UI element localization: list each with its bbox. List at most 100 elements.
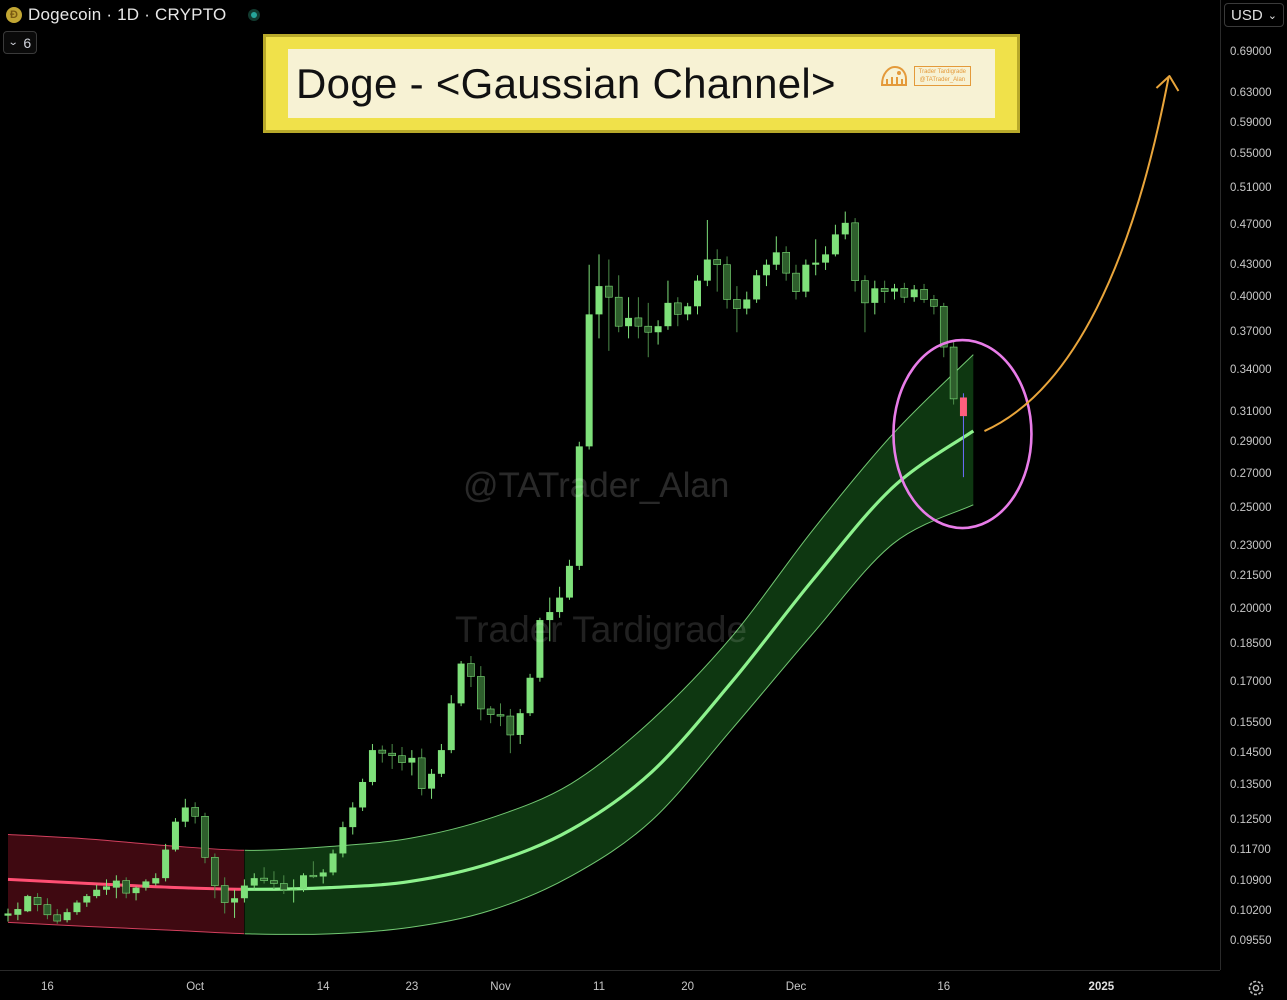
candle-body (723, 264, 731, 300)
settings-gear-icon[interactable] (1246, 978, 1266, 998)
candle-body (417, 757, 426, 789)
price-tick-label: 0.10900 (1230, 875, 1272, 888)
candle-body (851, 222, 859, 281)
candle-body (792, 272, 800, 292)
price-tick-label: 0.15500 (1230, 717, 1272, 730)
price-tick-label: 0.51000 (1230, 182, 1272, 195)
watermark-handle: @TATrader_Alan (463, 466, 730, 505)
candle-body (211, 857, 219, 886)
candle-body (339, 827, 347, 854)
brand-line-1: Trader Tardigrade (918, 69, 966, 75)
candle-body (220, 885, 229, 903)
candle-body (368, 750, 376, 782)
watermark-name: Trader Tardigrade (455, 609, 748, 650)
time-tick-label: Nov (490, 981, 511, 993)
candle-body (349, 807, 357, 828)
price-axis[interactable]: 0.09550 0.10200 0.10900 0.11700 0.12500 0.135… (1220, 0, 1287, 970)
candle-body (575, 446, 583, 566)
candle-body (753, 275, 761, 300)
candle-body (900, 288, 909, 298)
symbol-header: Ð Dogecoin · 1D · CRYPTO (6, 4, 261, 26)
candle-body (684, 306, 692, 315)
price-tick-label: 0.17000 (1230, 675, 1272, 688)
candle-body (260, 877, 268, 881)
candle-body (713, 259, 722, 266)
highlight-ellipse (892, 338, 1033, 530)
candle-body (240, 885, 248, 899)
time-tick-label: 23 (405, 981, 419, 993)
time-axis[interactable]: 16 Oct 14 23 Nov 11 20 Dec 16 2025 (0, 970, 1220, 1000)
price-tick-label: 0.20000 (1230, 602, 1272, 615)
channel-green-segment (244, 354, 975, 935)
banner-title: Doge - <Gaussian Channel> (296, 59, 836, 107)
candle-body (654, 326, 662, 333)
currency-select[interactable]: USD ⌄ (1224, 3, 1284, 27)
candle-body (152, 878, 160, 884)
candle-body (112, 880, 120, 888)
candle-body (122, 880, 130, 894)
price-tick-label: 0.31000 (1230, 405, 1272, 418)
candle-body (83, 896, 91, 903)
price-tick-label: 0.55000 (1230, 148, 1272, 161)
candle-body (33, 897, 42, 905)
candle-body (605, 285, 613, 298)
candle-body (930, 299, 938, 307)
channel-red-lower (7, 921, 245, 935)
candle-body (880, 288, 889, 292)
candle-body (408, 757, 416, 763)
candle-body (171, 821, 179, 850)
candle-body (743, 299, 751, 309)
candle-body (103, 886, 110, 890)
price-tick-label: 0.37000 (1230, 326, 1272, 339)
candle-body (673, 302, 682, 315)
time-tick-label: 14 (316, 981, 330, 993)
candle-body (762, 264, 770, 276)
candle-body (201, 815, 209, 858)
candle-body (733, 299, 741, 309)
candle-body (24, 896, 32, 912)
candle-body (506, 715, 515, 736)
time-tick-label: 16 (40, 981, 54, 993)
candle-body (300, 875, 307, 889)
candle-body (486, 708, 495, 715)
candle-body (556, 597, 564, 613)
channel-green-lower (244, 504, 974, 935)
price-tick-label: 0.63000 (1230, 87, 1272, 100)
title-banner: Doge - <Gaussian Channel> Trader Tardigr… (263, 34, 1020, 133)
candle-body (526, 677, 534, 714)
price-tick-label: 0.29000 (1230, 435, 1272, 448)
candle-body (939, 305, 948, 348)
candle-body (782, 252, 790, 274)
candle-body (4, 913, 12, 916)
symbol-title[interactable]: Dogecoin · 1D · CRYPTO (28, 5, 227, 24)
brand-logo: Trader Tardigrade @TATrader_Alan (879, 63, 971, 89)
candle-body (398, 755, 406, 763)
price-tick-label: 0.69000 (1230, 46, 1272, 59)
price-tick-label: 0.34000 (1230, 364, 1272, 377)
dogecoin-logo-icon: Ð (6, 7, 22, 23)
chart-plot-area[interactable]: @TATrader_Alan Trader Tardigrade (0, 0, 1220, 970)
candle-body (14, 909, 22, 915)
time-tick-label: 16 (937, 981, 951, 993)
indicators-collapse-button[interactable]: ⌄ 6 (3, 31, 38, 54)
candle-body (43, 904, 52, 916)
candle-body (142, 881, 150, 888)
price-tick-label: 0.18500 (1230, 637, 1272, 650)
candle-body (861, 280, 869, 304)
price-tick-label: 0.47000 (1230, 218, 1272, 231)
candle-body (388, 752, 396, 756)
candle-body (920, 289, 928, 300)
candle-body (664, 302, 672, 327)
chevron-down-icon: ⌄ (1267, 9, 1277, 22)
candle-body (614, 296, 623, 327)
candle-body (378, 749, 387, 754)
candle-body (270, 880, 278, 884)
candle-body (181, 807, 189, 822)
price-tick-label: 0.10200 (1230, 905, 1272, 918)
market-status-icon (248, 9, 261, 21)
price-tick-label: 0.14500 (1230, 747, 1272, 760)
candle-body (694, 280, 701, 307)
candle-body (290, 888, 298, 891)
candle-body (644, 325, 653, 333)
time-tick-label: 2025 (1088, 981, 1115, 993)
